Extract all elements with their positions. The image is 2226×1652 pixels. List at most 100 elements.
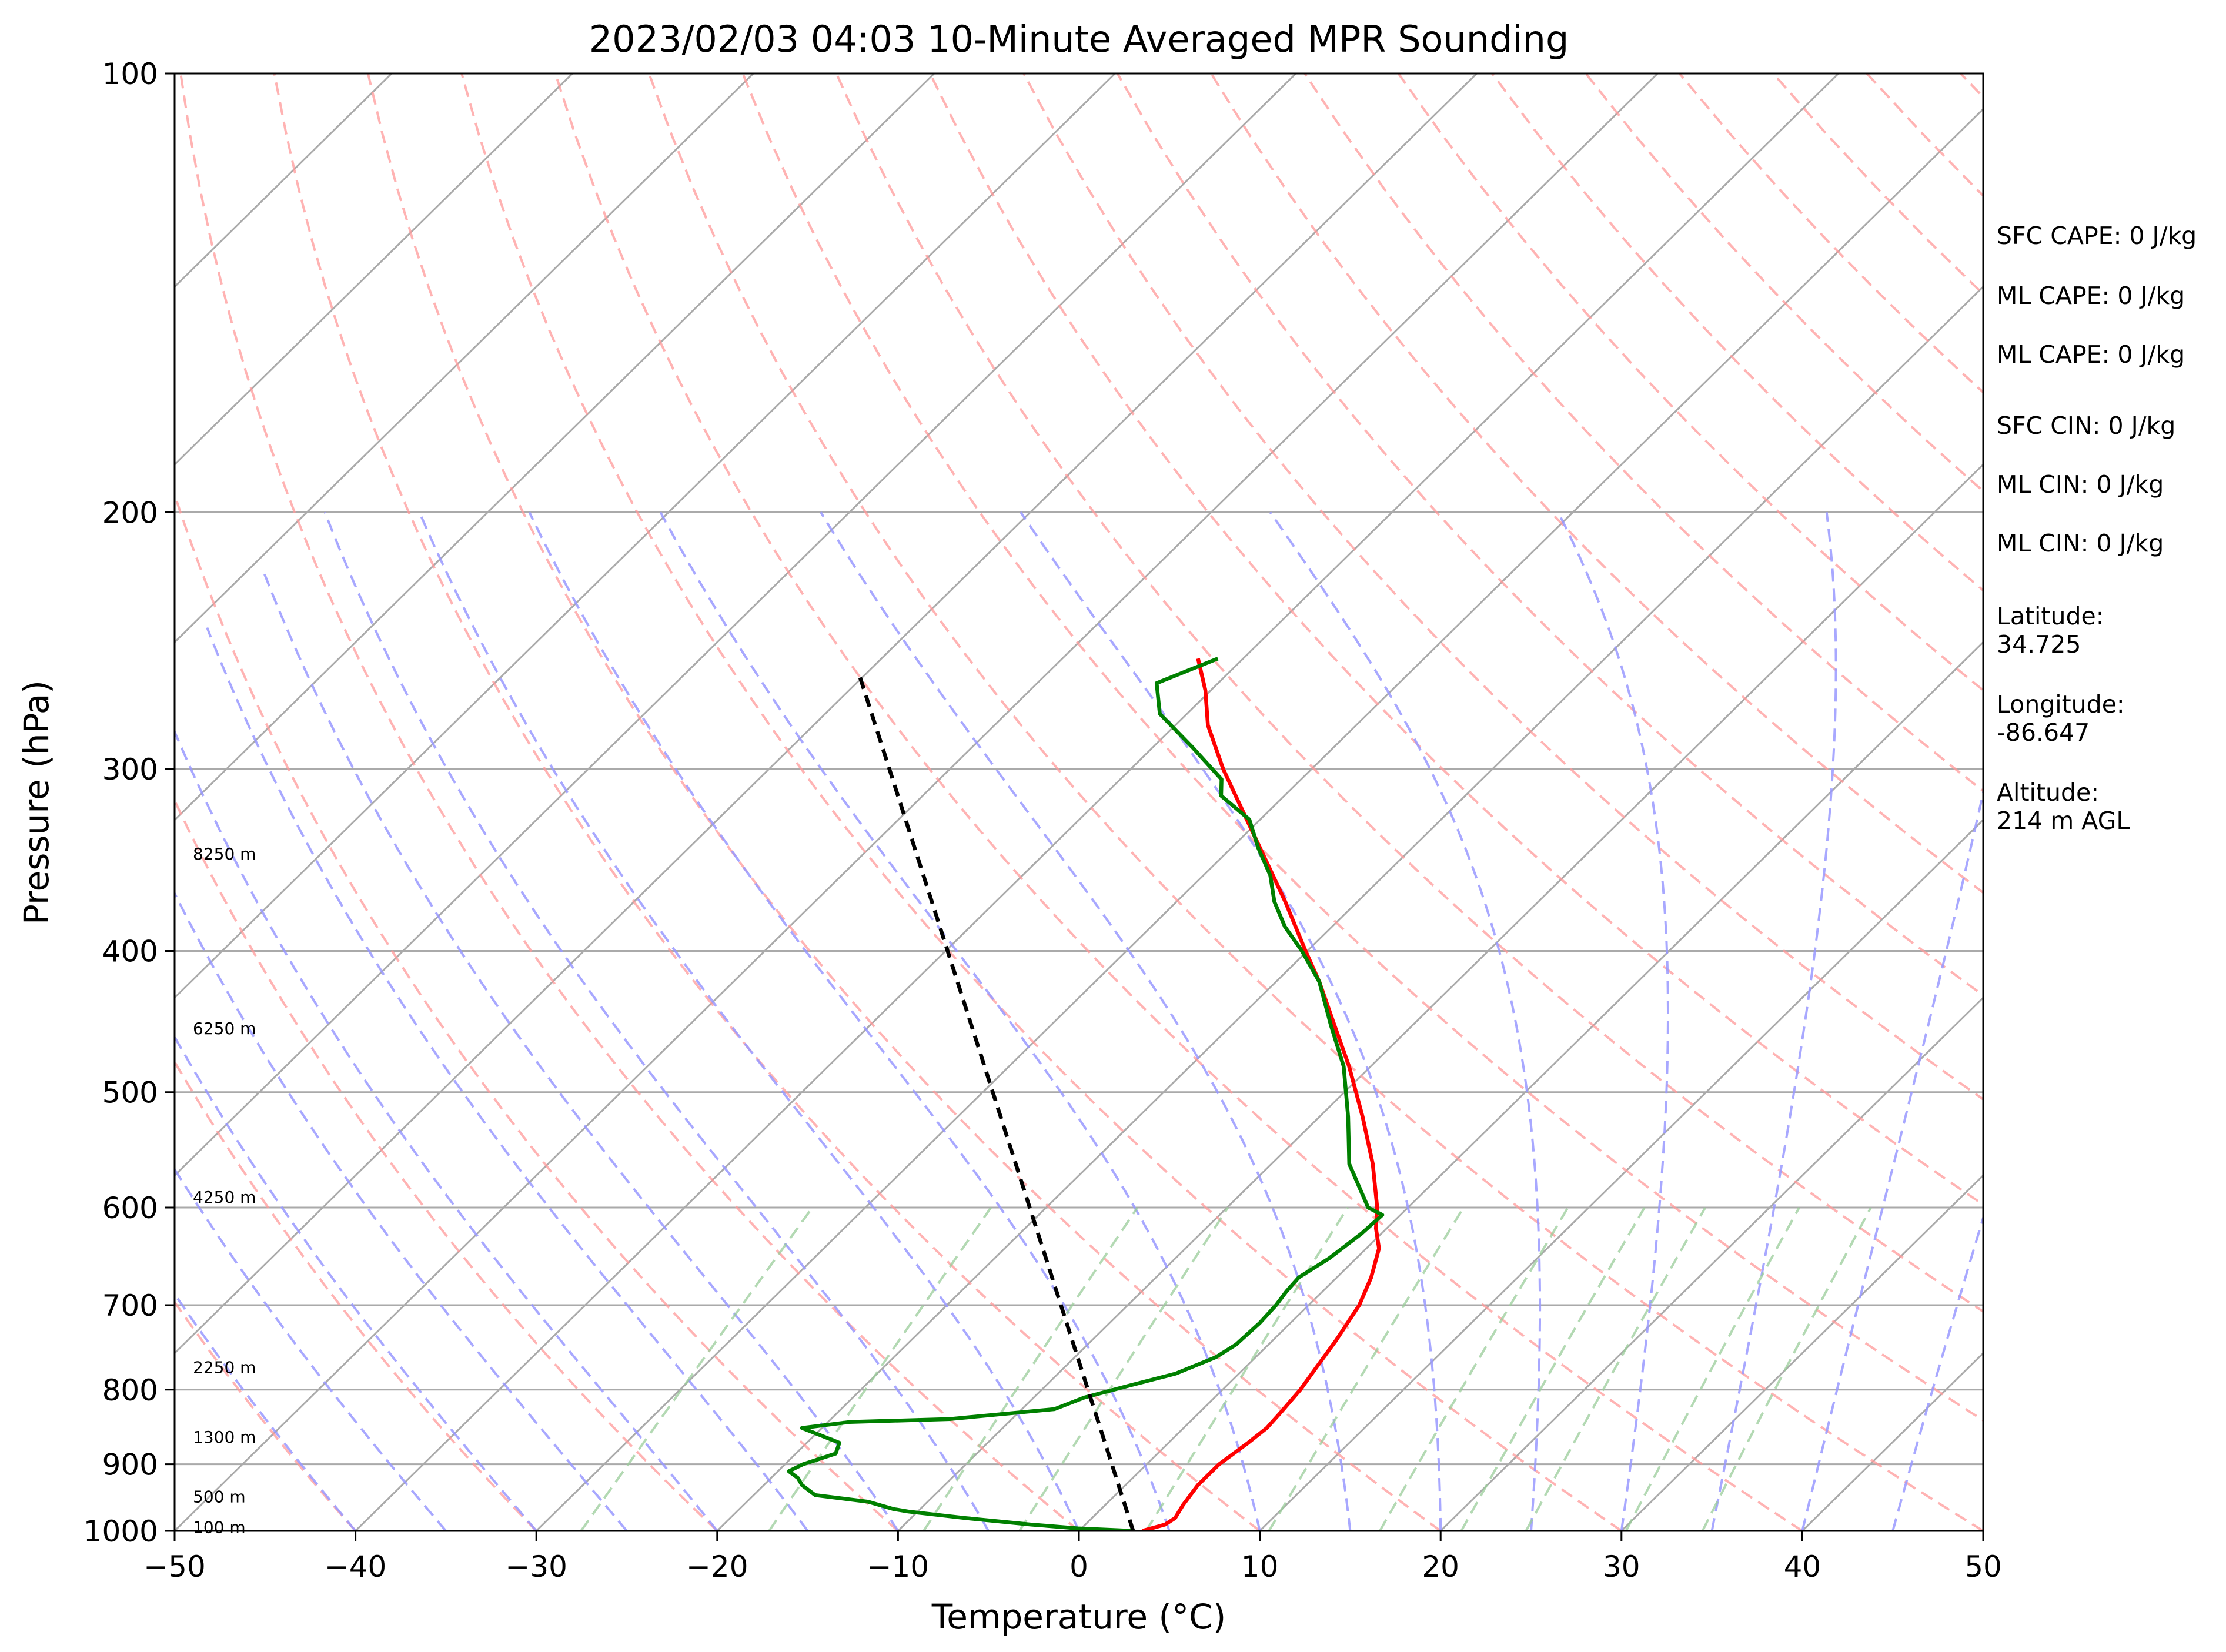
x-tick-label: 10: [1241, 1550, 1279, 1584]
mixing-ratio-line: [1460, 1206, 1646, 1531]
dry-adiabat: [929, 73, 1983, 1206]
dewpoint-line: [787, 657, 1385, 1531]
mixing-ratio-line: [1625, 1207, 1800, 1531]
isotherm: [175, 73, 573, 466]
moist-adiabat: [175, 728, 718, 1531]
chart-title: 2023/02/03 04:03 10-Minute Averaged MPR …: [589, 18, 1569, 61]
x-axis-label: Temperature (°C): [931, 1597, 1226, 1637]
altitude-value: 214 m AGL: [1997, 807, 2130, 835]
y-tick-label: 200: [102, 496, 158, 530]
moist-adiabat: [418, 511, 1080, 1531]
height-labels: 8250 m 6250 m 4250 m 2250 m 1300 m 500 m 100 m: [193, 844, 256, 1537]
isotherm: [716, 285, 1983, 1531]
dry-adiabat: [554, 73, 1803, 1531]
ml-cin-text-2: ML CIN: 0 J/kg: [1997, 529, 2164, 557]
x-axis: −50 −40 −30 −20 −10 0 10 20 30 40 50: [143, 1531, 2002, 1584]
height-label: 500 m: [193, 1487, 246, 1506]
isotherm: [1078, 641, 1983, 1531]
y-tick-label: 800: [102, 1373, 158, 1407]
ml-cape-text: ML CAPE: 0 J/kg: [1997, 282, 2185, 310]
x-tick-label: 40: [1784, 1550, 1821, 1584]
ml-cape-text-2: ML CAPE: 0 J/kg: [1997, 340, 2185, 369]
height-label: 1300 m: [193, 1427, 256, 1447]
y-tick-label: 500: [102, 1076, 158, 1110]
stats-panel: SFC CAPE: 0 J/kg ML CAPE: 0 J/kg ML CAPE…: [1997, 222, 2197, 557]
isotherm: [175, 73, 1297, 1177]
height-label: 4250 m: [193, 1188, 256, 1207]
x-tick-label: 50: [1964, 1550, 2002, 1584]
moist-adiabat: [1020, 511, 1442, 1531]
moist-adiabat: [528, 511, 1171, 1531]
data-series: [787, 657, 1385, 1531]
x-tick-label: −20: [686, 1550, 748, 1584]
isotherm: [175, 73, 1116, 999]
y-tick-label: 1000: [83, 1514, 158, 1549]
dry-adiabat: [1116, 73, 1983, 997]
dry-adiabat: [175, 1059, 537, 1531]
dry-adiabat: [175, 797, 718, 1531]
y-tick-label: 600: [102, 1191, 158, 1225]
latitude-value: 34.725: [1997, 630, 2081, 658]
y-axis: 100 200 300 400 500 600 700 800 900 1000: [83, 57, 175, 1549]
y-tick-label: 100: [102, 57, 158, 91]
isotherm: [175, 73, 935, 821]
x-tick-label: −50: [143, 1550, 206, 1584]
sfc-cape-text: SFC CAPE: 0 J/kg: [1997, 222, 2197, 250]
altitude-label: Altitude:: [1997, 778, 2099, 807]
isotherm: [897, 463, 1983, 1531]
moist-adiabat: [1557, 511, 1669, 1531]
height-label: 100 m: [193, 1518, 246, 1537]
moist-adiabat: [820, 511, 1352, 1531]
ml-cin-text: ML CIN: 0 J/kg: [1997, 470, 2164, 499]
mixing-ratio-line: [768, 1206, 992, 1531]
isotherm: [536, 108, 1983, 1531]
y-tick-label: 400: [102, 935, 158, 969]
x-tick-label: 0: [1069, 1550, 1088, 1584]
reference-lines: [175, 73, 1983, 1531]
moist-adiabat: [1269, 511, 1542, 1531]
mixing-ratio-line: [923, 1206, 1139, 1531]
dry-adiabat: [366, 73, 1442, 1531]
moist-adiabat: [323, 511, 990, 1531]
dry-adiabat: [460, 73, 1622, 1531]
dry-adiabat: [835, 73, 1983, 1313]
height-label: 6250 m: [193, 1019, 256, 1038]
isotherm: [1440, 996, 1983, 1531]
mixing-ratio-line: [1525, 1207, 1707, 1531]
isotherm: [1620, 1174, 1983, 1531]
mixing-ratio-line: [1701, 1207, 1872, 1531]
dry-adiabat: [273, 73, 1261, 1531]
y-axis-label: Pressure (hPa): [16, 680, 56, 925]
moist-adiabat: [175, 1167, 447, 1531]
dry-adiabat: [647, 73, 1983, 1531]
isotherm: [355, 73, 1839, 1531]
moist-adiabat: [1710, 512, 1837, 1531]
x-tick-label: −10: [867, 1550, 930, 1584]
mixing-ratio-line: [1268, 1206, 1465, 1531]
isotherm: [175, 73, 1659, 1531]
height-label: 2250 m: [193, 1357, 256, 1377]
dry-adiabat: [1303, 73, 1983, 792]
dry-adiabat: [179, 73, 1080, 1531]
isotherm: [175, 73, 754, 644]
sfc-cin-text: SFC CIN: 0 J/kg: [1997, 412, 2175, 440]
x-tick-label: 20: [1422, 1550, 1459, 1584]
moist-adiabat: [175, 891, 628, 1531]
moist-adiabat: [175, 1034, 537, 1531]
moist-adiabat: [206, 627, 809, 1531]
x-tick-label: −30: [505, 1550, 567, 1584]
y-tick-label: 300: [102, 753, 158, 787]
longitude-value: -86.647: [1997, 718, 2090, 747]
latitude-label: Latitude:: [1997, 602, 2104, 630]
x-tick-label: −40: [325, 1550, 387, 1584]
dry-adiabat: [175, 491, 899, 1531]
mixing-ratio-line: [1379, 1206, 1569, 1531]
height-label: 8250 m: [193, 844, 256, 864]
location-panel: Latitude: 34.725 Longitude: -86.647 Alti…: [1997, 602, 2130, 835]
x-tick-label: 30: [1603, 1550, 1640, 1584]
y-tick-label: 900: [102, 1448, 158, 1482]
longitude-label: Longitude:: [1997, 690, 2125, 718]
isotherm: [1259, 818, 1983, 1531]
